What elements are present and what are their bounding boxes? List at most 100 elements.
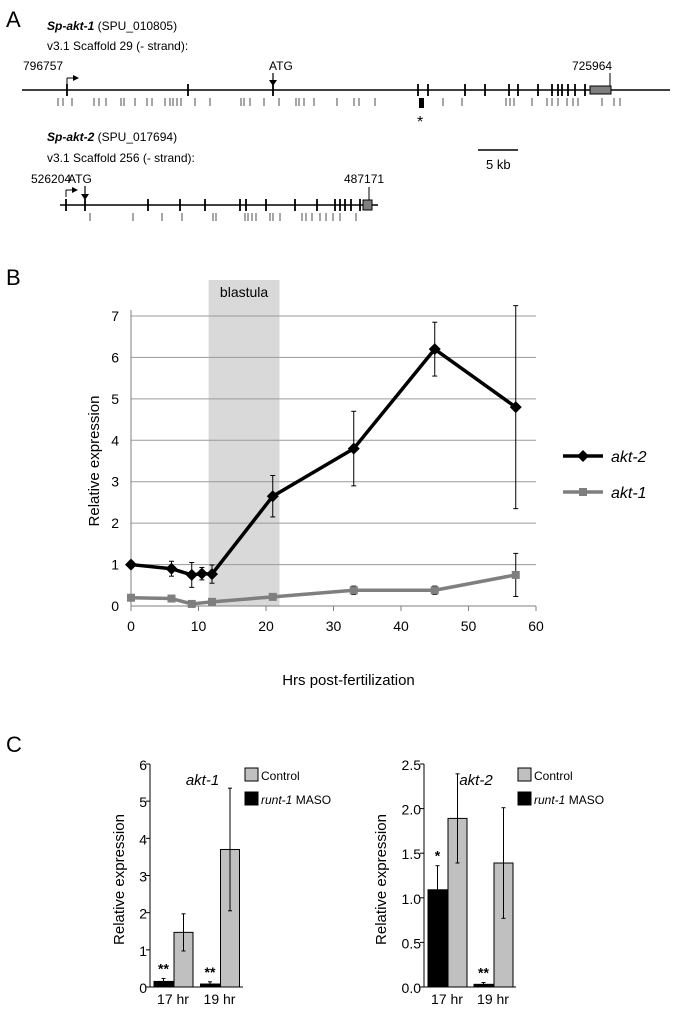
x-tick-label: 19 hr [477, 991, 509, 1007]
gene1-protein-domains [57, 98, 621, 106]
y-tick-label: 5 [139, 794, 147, 810]
legend-swatch [517, 767, 532, 782]
gene1-scaffold: v3.1 Scaffold 29 (- strand): [47, 39, 188, 53]
gene2-exons [65, 199, 361, 211]
data-point-akt-1 [511, 570, 520, 579]
data-point-akt-1 [349, 586, 358, 595]
gene1-exons [66, 84, 586, 96]
y-tick-label: 2 [139, 906, 147, 922]
y-tick-label: 1.0 [402, 891, 422, 907]
gene2-protein-domains [89, 213, 357, 221]
x-tick-label: 60 [528, 618, 544, 634]
gene2-title: Sp-akt-2 (SPU_017694) [47, 130, 177, 144]
blastula-region [208, 280, 280, 606]
gene1-atg-label: ATG [269, 59, 293, 73]
data-point-akt-1 [167, 594, 176, 603]
data-point-akt-2 [165, 562, 178, 575]
x-tick-label: 17 hr [431, 991, 463, 1007]
panel-a-label: A [6, 7, 21, 32]
legend-swatch [244, 767, 259, 782]
gene1-title: Sp-akt-1 (SPU_010805) [47, 19, 177, 33]
y-tick-label: 0 [111, 598, 119, 614]
x-tick-label: 20 [258, 618, 274, 634]
gene1-utr-box [589, 85, 612, 95]
legend-label: runt-1 MASO [534, 793, 604, 807]
y-axis-label: Relative expression [373, 814, 390, 945]
chart-akt1-knockdown: akt-1 0 1 2 3 4 5 6 Relative expression ** 17 hr **… [111, 757, 331, 1007]
chart-akt2-knockdown: akt-2 0.0 0.5 1.0 1.5 2.0 2.5 Relative expressi… [373, 757, 604, 1007]
x-tick-label: 50 [461, 618, 477, 634]
gene1-end-coord: 725964 [572, 59, 612, 73]
y-tick-label: 3 [111, 474, 119, 490]
gene1-start-coord: 796757 [23, 59, 63, 73]
data-point-akt-2 [185, 568, 198, 581]
data-point-akt-1 [208, 597, 216, 606]
gene2-start-coord: 526204 [31, 172, 71, 186]
gene1-model [22, 73, 670, 108]
y-axis-label: Relative expression [86, 396, 103, 527]
y-tick-label: 6 [111, 349, 119, 365]
gene2-atg-arrowhead [81, 194, 89, 200]
x-axis-label: Hrs post-fertilization [282, 672, 415, 689]
x-tick-label: 40 [393, 618, 409, 634]
data-point-akt-1 [268, 592, 277, 601]
significance-marker: ** [478, 965, 489, 981]
data-point-akt-2 [509, 401, 522, 414]
gene1-start-arrowhead [73, 75, 79, 81]
y-tick-label: 4 [111, 432, 119, 448]
series-line-akt-2 [130, 347, 517, 577]
blastula-label: blastula [220, 284, 268, 300]
y-tick-label: 3 [139, 869, 147, 885]
gene1-atg-arrowhead [269, 80, 277, 86]
significance-marker: ** [205, 964, 216, 980]
y-tick-label: 4 [139, 831, 147, 847]
legend-swatch [244, 791, 259, 806]
gene2-end-coord: 487171 [344, 172, 384, 186]
data-point-akt-2 [206, 568, 218, 581]
data-point-akt-2 [266, 490, 279, 503]
legend-marker [579, 488, 587, 496]
data-point-akt-2 [125, 558, 137, 571]
gene2-utr-box [362, 199, 373, 211]
data-point-akt-2 [428, 343, 441, 356]
significance-marker: * [435, 848, 441, 864]
legend-label: Control [261, 769, 300, 783]
data-point-akt-2 [347, 442, 360, 455]
y-axis-label: Relative expression [111, 814, 128, 945]
y-tick-label: 0.5 [402, 935, 422, 951]
scale-bar-label: 5 kb [486, 157, 511, 172]
series-line-akt-1 [130, 573, 517, 606]
gene2-start-arrowhead [72, 187, 78, 193]
y-tick-label: 1 [111, 557, 119, 573]
panel-b-label: B [6, 265, 21, 290]
data-point-akt-1 [127, 593, 135, 602]
legend-label-akt-2: akt-2 [611, 449, 647, 466]
x-tick-label: 17 hr [157, 991, 189, 1007]
legend-label: Control [534, 769, 573, 783]
y-tick-label: 2 [111, 515, 119, 531]
x-tick-label: 19 hr [204, 991, 236, 1007]
x-tick-label: 30 [326, 618, 342, 634]
gene1-mark-box [419, 98, 424, 108]
chart-expression-timecourse: blastula 0 1 2 3 4 5 6 7 0 10 20 30 40 50 60 Hrs post-fe… [86, 280, 647, 689]
gene2-scaffold: v3.1 Scaffold 256 (- strand): [47, 151, 195, 165]
y-tick-label: 0 [139, 980, 147, 996]
x-tick-label: 10 [191, 618, 207, 634]
y-tick-label: 2.5 [402, 757, 422, 773]
data-point-akt-1 [187, 599, 196, 608]
data-point-akt-1 [430, 586, 439, 595]
y-tick-label: 1.5 [402, 846, 422, 862]
x-tick-label: 0 [127, 618, 135, 634]
legend-marker [577, 450, 589, 462]
y-tick-label: 2.0 [402, 802, 422, 818]
chart-title: akt-1 [186, 772, 219, 789]
y-tick-label: 1 [139, 943, 147, 959]
chart-title: akt-2 [459, 772, 493, 789]
gene2-model [60, 186, 378, 221]
y-tick-label: 7 [111, 308, 119, 324]
y-tick-label: 6 [139, 757, 147, 773]
legend-swatch [517, 791, 532, 806]
gene2-atg-label: ATG [68, 172, 92, 186]
y-tick-label: 0.0 [402, 980, 422, 996]
